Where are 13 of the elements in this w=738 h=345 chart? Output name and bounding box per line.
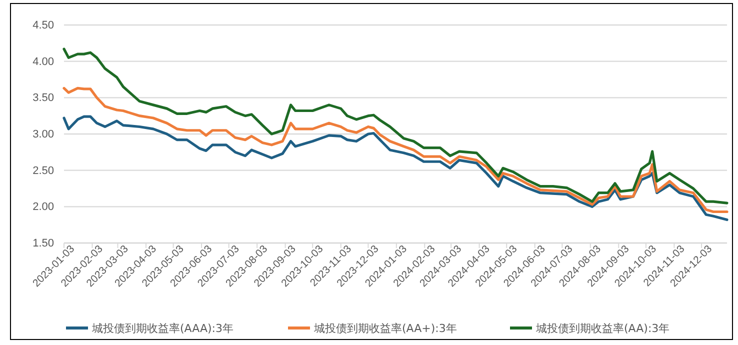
legend-label: 城投债到期收益率(AAA):3年 [91, 322, 234, 335]
y-tick-label: 2.50 [32, 164, 54, 177]
y-tick-label: 2.00 [32, 201, 54, 214]
legend-label: 城投债到期收益率(AA):3年 [535, 322, 670, 335]
line-series [62, 86, 728, 214]
line-series [62, 115, 728, 222]
y-tick-label: 3.00 [32, 128, 54, 141]
legend-label: 城投债到期收益率(AA+):3年 [313, 322, 457, 335]
y-tick-label: 4.00 [32, 56, 54, 68]
y-tick-label: 3.50 [32, 92, 54, 104]
y-tick-label: 4.50 [32, 20, 54, 32]
line-series [62, 48, 728, 204]
y-tick-label: 1.50 [32, 238, 54, 250]
